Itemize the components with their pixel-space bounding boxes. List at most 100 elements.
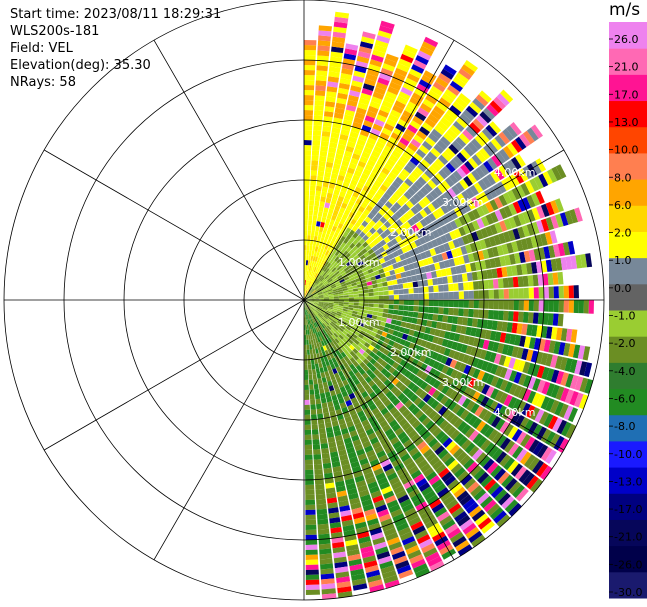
gate — [335, 330, 341, 337]
gate — [343, 395, 351, 402]
gate — [414, 202, 423, 212]
gate — [334, 158, 342, 165]
gate — [416, 441, 427, 451]
gate — [304, 130, 313, 136]
gate — [583, 300, 589, 314]
gate — [335, 409, 343, 416]
gate — [401, 181, 410, 191]
gate — [345, 261, 352, 267]
gate — [324, 202, 331, 209]
gate — [320, 310, 326, 314]
gate — [346, 284, 353, 288]
gate — [319, 201, 325, 208]
gate — [342, 250, 349, 257]
gate — [370, 262, 377, 269]
gate — [323, 293, 329, 296]
gate — [319, 284, 325, 289]
gate — [512, 201, 522, 214]
gate — [426, 241, 434, 250]
gate — [315, 226, 320, 232]
gate — [452, 316, 459, 325]
gate — [305, 290, 307, 296]
gate — [521, 263, 528, 275]
gate — [304, 75, 315, 81]
gate — [392, 104, 404, 114]
gate — [434, 445, 445, 456]
gate — [367, 105, 379, 114]
gate — [404, 178, 414, 187]
gate — [468, 530, 483, 544]
gate — [450, 324, 457, 333]
gate — [405, 270, 412, 277]
gate — [318, 295, 324, 298]
gate — [415, 387, 424, 397]
gate — [563, 405, 574, 421]
gate — [506, 266, 513, 277]
gate — [493, 310, 499, 320]
gate — [449, 220, 458, 230]
gate — [448, 291, 454, 300]
gate — [392, 342, 400, 349]
gate — [481, 270, 488, 280]
gate — [329, 177, 337, 185]
gate — [418, 79, 432, 90]
gate — [550, 215, 559, 229]
gate — [304, 150, 312, 156]
gate — [362, 336, 369, 342]
gate — [323, 273, 328, 279]
gate — [458, 291, 464, 299]
gate — [442, 437, 453, 448]
gate — [472, 379, 481, 391]
gate — [315, 279, 319, 284]
gate — [378, 300, 384, 304]
gate — [357, 410, 365, 418]
gate — [462, 109, 475, 121]
gate — [344, 109, 355, 117]
gate — [434, 158, 445, 169]
gate — [319, 312, 324, 317]
gate — [322, 381, 329, 388]
gate — [510, 463, 523, 477]
gate — [309, 324, 312, 330]
gate — [456, 117, 468, 129]
gate — [313, 295, 319, 298]
gate — [420, 509, 433, 521]
gate — [543, 286, 549, 299]
gate — [399, 155, 409, 164]
gate — [479, 349, 488, 360]
gate — [553, 300, 559, 313]
gate — [325, 360, 330, 367]
gate — [321, 288, 327, 292]
gate — [408, 416, 418, 426]
gate — [431, 413, 442, 423]
gate — [514, 414, 525, 428]
gate — [536, 325, 543, 338]
colorbar-tick-label: 1.0 — [614, 254, 632, 267]
gate — [306, 280, 309, 286]
gate — [498, 354, 507, 366]
gate — [376, 278, 382, 284]
ray — [304, 300, 430, 578]
gate — [447, 459, 459, 471]
gate — [474, 405, 484, 417]
gate — [352, 245, 359, 252]
gate — [314, 105, 324, 111]
gate — [304, 190, 310, 196]
gate — [338, 301, 344, 305]
gate — [346, 347, 353, 354]
gate — [398, 289, 404, 295]
gate — [397, 185, 407, 195]
gate — [310, 288, 315, 293]
gate — [310, 255, 314, 261]
gate — [309, 260, 313, 266]
gate — [361, 220, 369, 228]
gate — [315, 315, 320, 321]
gate — [329, 335, 335, 342]
ray — [304, 25, 332, 300]
gate — [447, 275, 453, 284]
gate — [322, 329, 327, 335]
gate — [388, 339, 395, 347]
gate — [304, 165, 311, 171]
ray — [304, 300, 578, 343]
